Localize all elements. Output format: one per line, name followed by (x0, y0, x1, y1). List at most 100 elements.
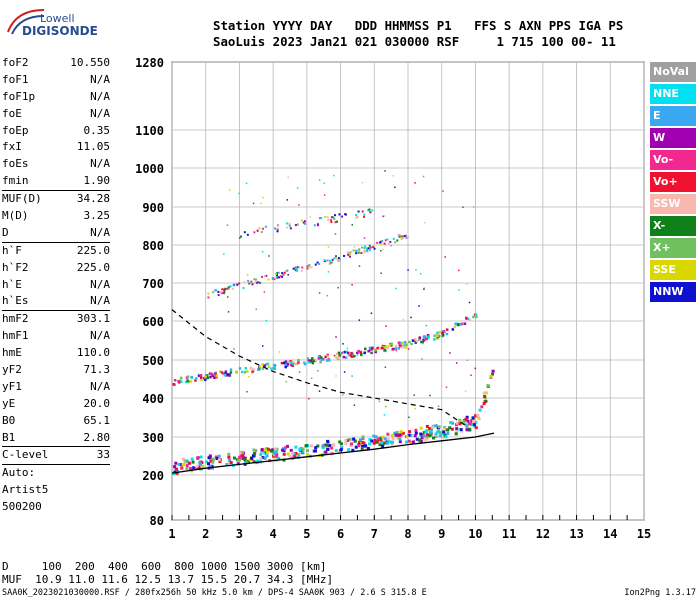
echo-point (278, 351, 281, 353)
echo-point (471, 416, 475, 420)
echo-point (404, 440, 408, 444)
echo-point (313, 224, 316, 227)
echo-point (339, 258, 342, 261)
echo-point (434, 424, 438, 428)
echo-point (303, 220, 306, 223)
param-label: h`E (2, 277, 22, 291)
echo-point (187, 380, 190, 384)
scaled-parameters-panel: foF2 10.550 foF1 N/A foF1p N/A foE N/A foEp 0.35 f… (2, 55, 110, 516)
echo-point (273, 278, 276, 281)
echo-point (320, 358, 323, 362)
footer-muf-row: MUF 10.9 11.0 11.6 12.5 13.7 15.5 20.7 3… (2, 573, 334, 586)
param-row: B1 2.80 (2, 430, 110, 447)
echo-point (282, 273, 285, 276)
echo-point (264, 448, 268, 452)
polarization-legend: NoVal NNE E W Vo- Vo+ SSW X- X+ SSE NNW (650, 62, 696, 304)
echo-point (350, 442, 354, 446)
echo-point (289, 448, 293, 452)
param-value: 20.0 (83, 396, 111, 410)
echo-point (321, 444, 325, 448)
x-tick-label: 1 (168, 527, 175, 541)
echo-point (373, 247, 376, 250)
x-tick-label: 2 (202, 527, 209, 541)
echo-point (334, 255, 337, 258)
echo-point (364, 444, 368, 448)
y-tick-label: 80 (150, 514, 164, 528)
echo-point (267, 448, 271, 452)
param-row: yF2 71.3 (2, 362, 110, 379)
echo-point (386, 346, 389, 350)
echo-point (307, 359, 311, 362)
param-value: N/A (90, 294, 110, 308)
echo-point (191, 460, 195, 464)
echo-point (429, 429, 433, 433)
echo-point (245, 461, 249, 465)
echo-point (417, 338, 421, 341)
echo-point (296, 265, 299, 268)
param-label: yE (2, 396, 16, 410)
echo-point (252, 454, 256, 458)
echo-point (347, 253, 350, 256)
echo-point (403, 341, 407, 344)
echo-point (466, 419, 470, 423)
echo-point (468, 427, 472, 431)
echo-point (323, 259, 326, 262)
echo-point (415, 340, 419, 343)
echo-point (240, 235, 243, 238)
echo-point (486, 384, 490, 388)
echo-point (255, 308, 258, 311)
echo-point (327, 271, 330, 273)
echo-point (386, 437, 390, 441)
echo-point (444, 435, 448, 439)
echo-point (173, 378, 177, 382)
echo-point (243, 281, 246, 284)
echo-point (260, 231, 263, 234)
echo-point (302, 221, 305, 224)
echo-point (403, 235, 406, 238)
echo-point (384, 239, 387, 242)
echo-point (379, 241, 382, 244)
echo-point (372, 441, 376, 445)
param-row: 500200 (2, 499, 110, 516)
echo-point (244, 367, 247, 370)
echo-point (353, 249, 356, 252)
y-tick-label: 200 (142, 469, 164, 483)
echo-point (301, 447, 305, 451)
param-value: 110.0 (76, 346, 110, 360)
echo-point (368, 208, 371, 211)
echo-point (253, 231, 256, 234)
echo-point (317, 357, 321, 360)
param-label: foF1p (2, 89, 36, 103)
echo-point (395, 349, 398, 352)
echo-point (241, 451, 245, 455)
echo-point (472, 315, 475, 319)
param-value: 33 (96, 448, 110, 462)
echo-point (292, 267, 295, 270)
echo-point (331, 258, 334, 261)
echo-point (217, 458, 221, 462)
echo-point (256, 229, 259, 232)
echo-point (318, 263, 321, 266)
echo-point (238, 455, 242, 459)
echo-point (184, 380, 188, 384)
echo-point (246, 390, 248, 393)
echo-point (227, 296, 229, 298)
x-tick-label: 15 (637, 527, 651, 541)
echo-point (390, 433, 394, 437)
echo-point (457, 269, 460, 272)
echo-point (356, 354, 359, 356)
echo-point (182, 463, 186, 467)
echo-point (422, 338, 425, 342)
echo-point (261, 251, 264, 253)
param-value: N/A (90, 157, 110, 171)
echo-point (207, 462, 211, 466)
echo-point (361, 444, 365, 448)
echo-point (263, 291, 266, 293)
echo-point (427, 335, 430, 338)
echo-point (179, 380, 183, 383)
echo-point (263, 364, 267, 367)
echo-point (424, 221, 426, 224)
param-row: MUF(D) 34.28 (2, 190, 110, 208)
echo-point (295, 267, 298, 270)
echo-point (387, 242, 390, 245)
